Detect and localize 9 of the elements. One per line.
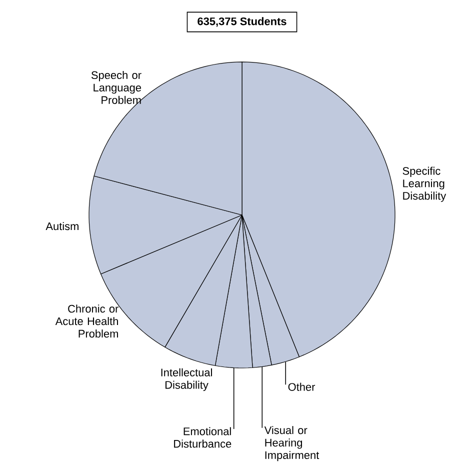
slice-label: Autism <box>46 222 78 230</box>
slice-label: Visual or Hearing Impairment <box>264 426 320 462</box>
slice-label: Speech or Language Problem <box>91 70 142 104</box>
slice-label: Other <box>288 382 316 391</box>
slice-label: Specific Learning Disability <box>402 166 446 202</box>
slice-label: Chronic or Acute Health Problem <box>55 304 119 338</box>
slice-label: Intellectual Disability <box>161 368 212 391</box>
slice-label: Emotional Disturbance <box>174 427 232 448</box>
chart-title: 635,375 Students <box>198 17 286 27</box>
